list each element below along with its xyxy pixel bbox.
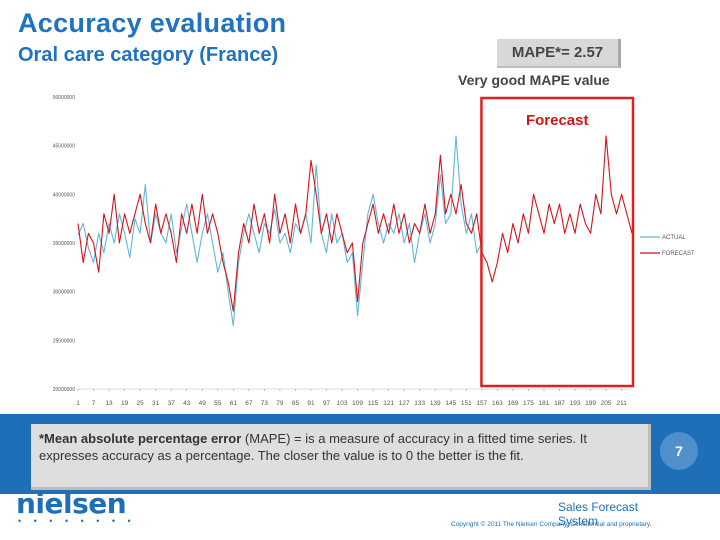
x-tick-label: 85 (292, 400, 300, 407)
y-tick-label: 30000000 (53, 290, 75, 296)
nielsen-logo: nielsen (16, 487, 127, 520)
x-tick-label: 145 (445, 400, 456, 407)
x-tick-label: 55 (214, 400, 222, 407)
x-tick-label: 91 (307, 400, 315, 407)
x-tick-label: 175 (523, 400, 534, 407)
x-axis: 1 7 13 19 25 31 37 43 49 55 61 67 73 79 85 91 97 103 109 11… (76, 389, 627, 407)
logo-dots: • • • • • • • • (18, 516, 136, 526)
x-tick-label: 43 (183, 400, 191, 407)
mape-badge: MAPE*= 2.57 (497, 39, 621, 68)
x-tick-label: 157 (476, 400, 487, 407)
y-axis: 20000000 25000000 30000000 35000000 40000000… (53, 95, 632, 393)
x-tick-label: 79 (276, 400, 284, 407)
x-tick-label: 205 (601, 400, 612, 407)
y-tick-label: 35000000 (53, 241, 75, 247)
x-tick-label: 19 (121, 400, 129, 407)
mape-note: Very good MAPE value (458, 72, 610, 88)
series-line-forecast (77, 135, 633, 312)
x-tick-label: 67 (245, 400, 253, 407)
x-tick-label: 37 (168, 400, 176, 407)
forecast-accuracy-chart: 20000000 25000000 30000000 35000000 40000000… (53, 95, 695, 407)
definition-text: (MAPE) = is a measure of accuracy in a f… (39, 431, 588, 463)
y-tick-label: 20000000 (53, 387, 75, 393)
legend-label-forecast: FORECAST (662, 251, 695, 257)
footer-system-name: Sales Forecast System (558, 500, 639, 528)
x-tick-label: 115 (368, 400, 379, 407)
x-tick-label: 103 (337, 400, 348, 407)
x-tick-label: 199 (585, 400, 596, 407)
x-tick-label: 49 (199, 400, 207, 407)
y-tick-label: 50000000 (53, 95, 75, 101)
x-tick-label: 25 (137, 400, 145, 407)
definition-term: *Mean absolute percentage error (39, 431, 242, 446)
x-tick-label: 109 (352, 400, 363, 407)
x-tick-label: 127 (399, 400, 410, 407)
y-tick-label: 25000000 (53, 338, 75, 344)
x-tick-label: 139 (430, 400, 441, 407)
chart-legend: ACTUAL FORECAST (640, 235, 695, 257)
x-tick-label: 1 (76, 400, 80, 407)
x-tick-label: 169 (507, 400, 518, 407)
y-tick-label: 45000000 (53, 144, 75, 150)
x-tick-label: 181 (539, 400, 550, 407)
slide-subtitle: Oral care category (France) (18, 44, 279, 66)
series-line-actual (77, 135, 483, 327)
series-layer (77, 135, 633, 327)
x-tick-label: 151 (461, 400, 472, 407)
x-tick-label: 121 (383, 400, 394, 407)
x-tick-label: 163 (492, 400, 503, 407)
forecast-highlight-box (480, 96, 635, 388)
copyright-text: Copyright © 2011 The Nielsen Company. Co… (451, 521, 652, 528)
mape-definition: *Mean absolute percentage error (MAPE) =… (31, 424, 651, 490)
x-tick-label: 211 (616, 400, 627, 407)
x-tick-label: 31 (152, 400, 160, 407)
page-number: 7 (660, 432, 698, 470)
x-tick-label: 73 (261, 400, 269, 407)
x-tick-label: 193 (570, 400, 581, 407)
x-tick-label: 133 (414, 400, 425, 407)
x-tick-label: 61 (230, 400, 238, 407)
legend-label-actual: ACTUAL (662, 235, 686, 241)
forecast-label: Forecast (526, 112, 589, 129)
x-tick-label: 13 (105, 400, 113, 407)
x-tick-label: 187 (554, 400, 565, 407)
x-tick-label: 97 (323, 400, 331, 407)
slide-title: Accuracy evaluation (18, 8, 287, 38)
y-tick-label: 40000000 (53, 192, 75, 198)
x-tick-label: 7 (92, 400, 96, 407)
